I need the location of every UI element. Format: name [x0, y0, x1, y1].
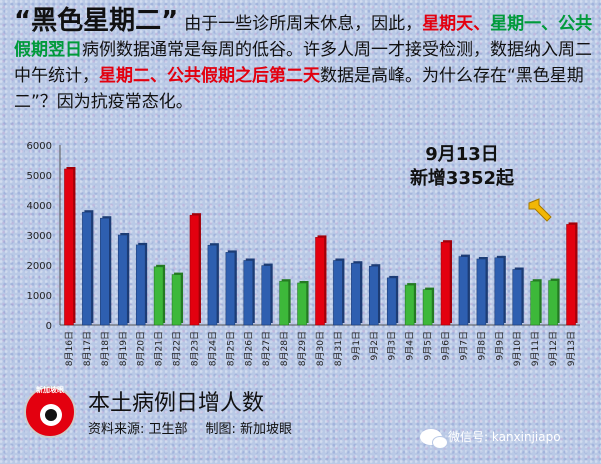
bar: [548, 280, 558, 326]
bar: [117, 234, 128, 326]
bar: [333, 260, 343, 326]
bar: [100, 217, 110, 326]
x-tick-label: 9月13日: [566, 331, 577, 366]
x-tick-label: 9月8日: [476, 331, 487, 360]
bar: [82, 211, 92, 326]
headline-term: “黑色星期二”: [14, 6, 179, 36]
y-tick-label: 2000: [27, 261, 52, 272]
y-tick-label: 0: [46, 321, 52, 332]
x-tick-label: 8月25日: [225, 331, 236, 366]
x-tick-label: 8月16日: [64, 331, 75, 366]
down-arrow-icon: [528, 198, 552, 222]
bar: [476, 258, 487, 326]
x-tick-label: 8月19日: [118, 331, 129, 366]
y-tick-label: 3000: [27, 231, 52, 242]
x-tick-label: 8月22日: [172, 331, 183, 366]
headline-red-1: 星期天、: [422, 14, 491, 34]
logo: [24, 386, 76, 438]
credits: 资料来源: 卫生部 制图: 新加坡眼: [88, 418, 310, 437]
x-tick-label: 8月26日: [243, 331, 254, 366]
chart-title: 本土病例日增人数: [88, 391, 265, 416]
bar: [440, 241, 451, 326]
x-tick-label: 8月28日: [279, 331, 290, 366]
bar: [404, 284, 415, 326]
x-tick-label: 9月1日: [351, 331, 362, 360]
eye-icon: [40, 404, 62, 426]
x-tick-label: 9月12日: [548, 331, 559, 366]
callout-value: 新增3352起: [409, 168, 515, 189]
bar: [243, 260, 254, 326]
credit-text: 制图: 新加坡眼: [205, 422, 293, 437]
logo-text: 新加坡眼: [36, 386, 64, 394]
x-tick-label: 8月21日: [154, 331, 165, 366]
headline-text-1: 由于一些诊所周末休息，因此，: [184, 14, 423, 34]
x-tick-label: 9月2日: [369, 331, 380, 360]
bar: [422, 289, 433, 326]
bar: [386, 277, 397, 326]
bar: [171, 274, 182, 326]
bar: [189, 214, 200, 326]
x-tick-label: 8月20日: [136, 331, 147, 366]
source-text: 资料来源: 卫生部: [88, 422, 188, 437]
headline-text-3: 数据是高峰。为什么存在“黑色星期二”？因为抗疫常态化。: [14, 66, 584, 112]
bar: [135, 244, 146, 326]
bar: [261, 265, 271, 326]
y-tick-label: 6000: [27, 141, 52, 152]
bar: [153, 266, 164, 326]
x-tick-label: 8月23日: [189, 331, 200, 366]
bar: [566, 224, 576, 326]
bar: [512, 269, 523, 326]
headline-text-2: 病例数据通常是每周的低谷。许多人周一才接受检测，数据纳入周二中午统计，: [14, 40, 592, 86]
callout-date: 9月13日: [425, 144, 499, 165]
bar: [64, 168, 74, 326]
wechat-text: 微信号: kanxinjiapo: [448, 430, 561, 444]
bar: [279, 280, 289, 326]
bar: [369, 265, 379, 326]
wechat-icon: [420, 428, 448, 449]
bar: [494, 257, 505, 326]
wechat-id: 微信号: kanxinjiapo: [420, 428, 561, 449]
x-tick-label: 8月31日: [333, 331, 344, 366]
bar: [297, 282, 307, 326]
headline-green-1: 星期一、公共假期翌日: [14, 14, 593, 60]
x-tick-label: 8月30日: [315, 331, 326, 366]
x-tick-label: 8月27日: [261, 331, 272, 366]
x-tick-label: 9月3日: [387, 331, 398, 360]
callout: 9月13日 新增3352起: [406, 143, 518, 191]
x-tick-label: 9月9日: [494, 331, 505, 360]
x-tick-label: 8月17日: [82, 331, 93, 366]
x-tick-label: 8月18日: [100, 331, 111, 366]
y-tick-label: 1000: [27, 291, 52, 302]
bar: [225, 252, 236, 326]
headline-red-2: 星期二、公共假期之后第二天: [99, 66, 320, 86]
bar: [351, 262, 361, 326]
x-tick-label: 9月5日: [423, 331, 434, 360]
x-tick-label: 8月24日: [207, 331, 218, 366]
bar: [207, 244, 218, 326]
bar: [530, 280, 540, 326]
x-tick-label: 9月6日: [441, 331, 452, 360]
x-tick-label: 8月29日: [297, 331, 308, 366]
x-tick-label: 9月10日: [512, 331, 523, 366]
bar-chart: 0 1000 2000 3000 4000 5000 6000 8月16日 8月17日 8月18日…: [27, 141, 580, 366]
bar: [458, 256, 469, 326]
x-tick-label: 9月4日: [405, 331, 416, 360]
y-tick-label: 4000: [27, 201, 52, 212]
bar: [315, 237, 325, 326]
y-tick-label: 5000: [27, 171, 52, 182]
x-tick-label: 9月7日: [458, 331, 469, 360]
x-tick-label: 9月11日: [530, 331, 541, 366]
headline: “黑色星期二” 由于一些诊所周末休息，因此，星期天、星期一、公共假期翌日病例数据通…: [14, 8, 599, 115]
